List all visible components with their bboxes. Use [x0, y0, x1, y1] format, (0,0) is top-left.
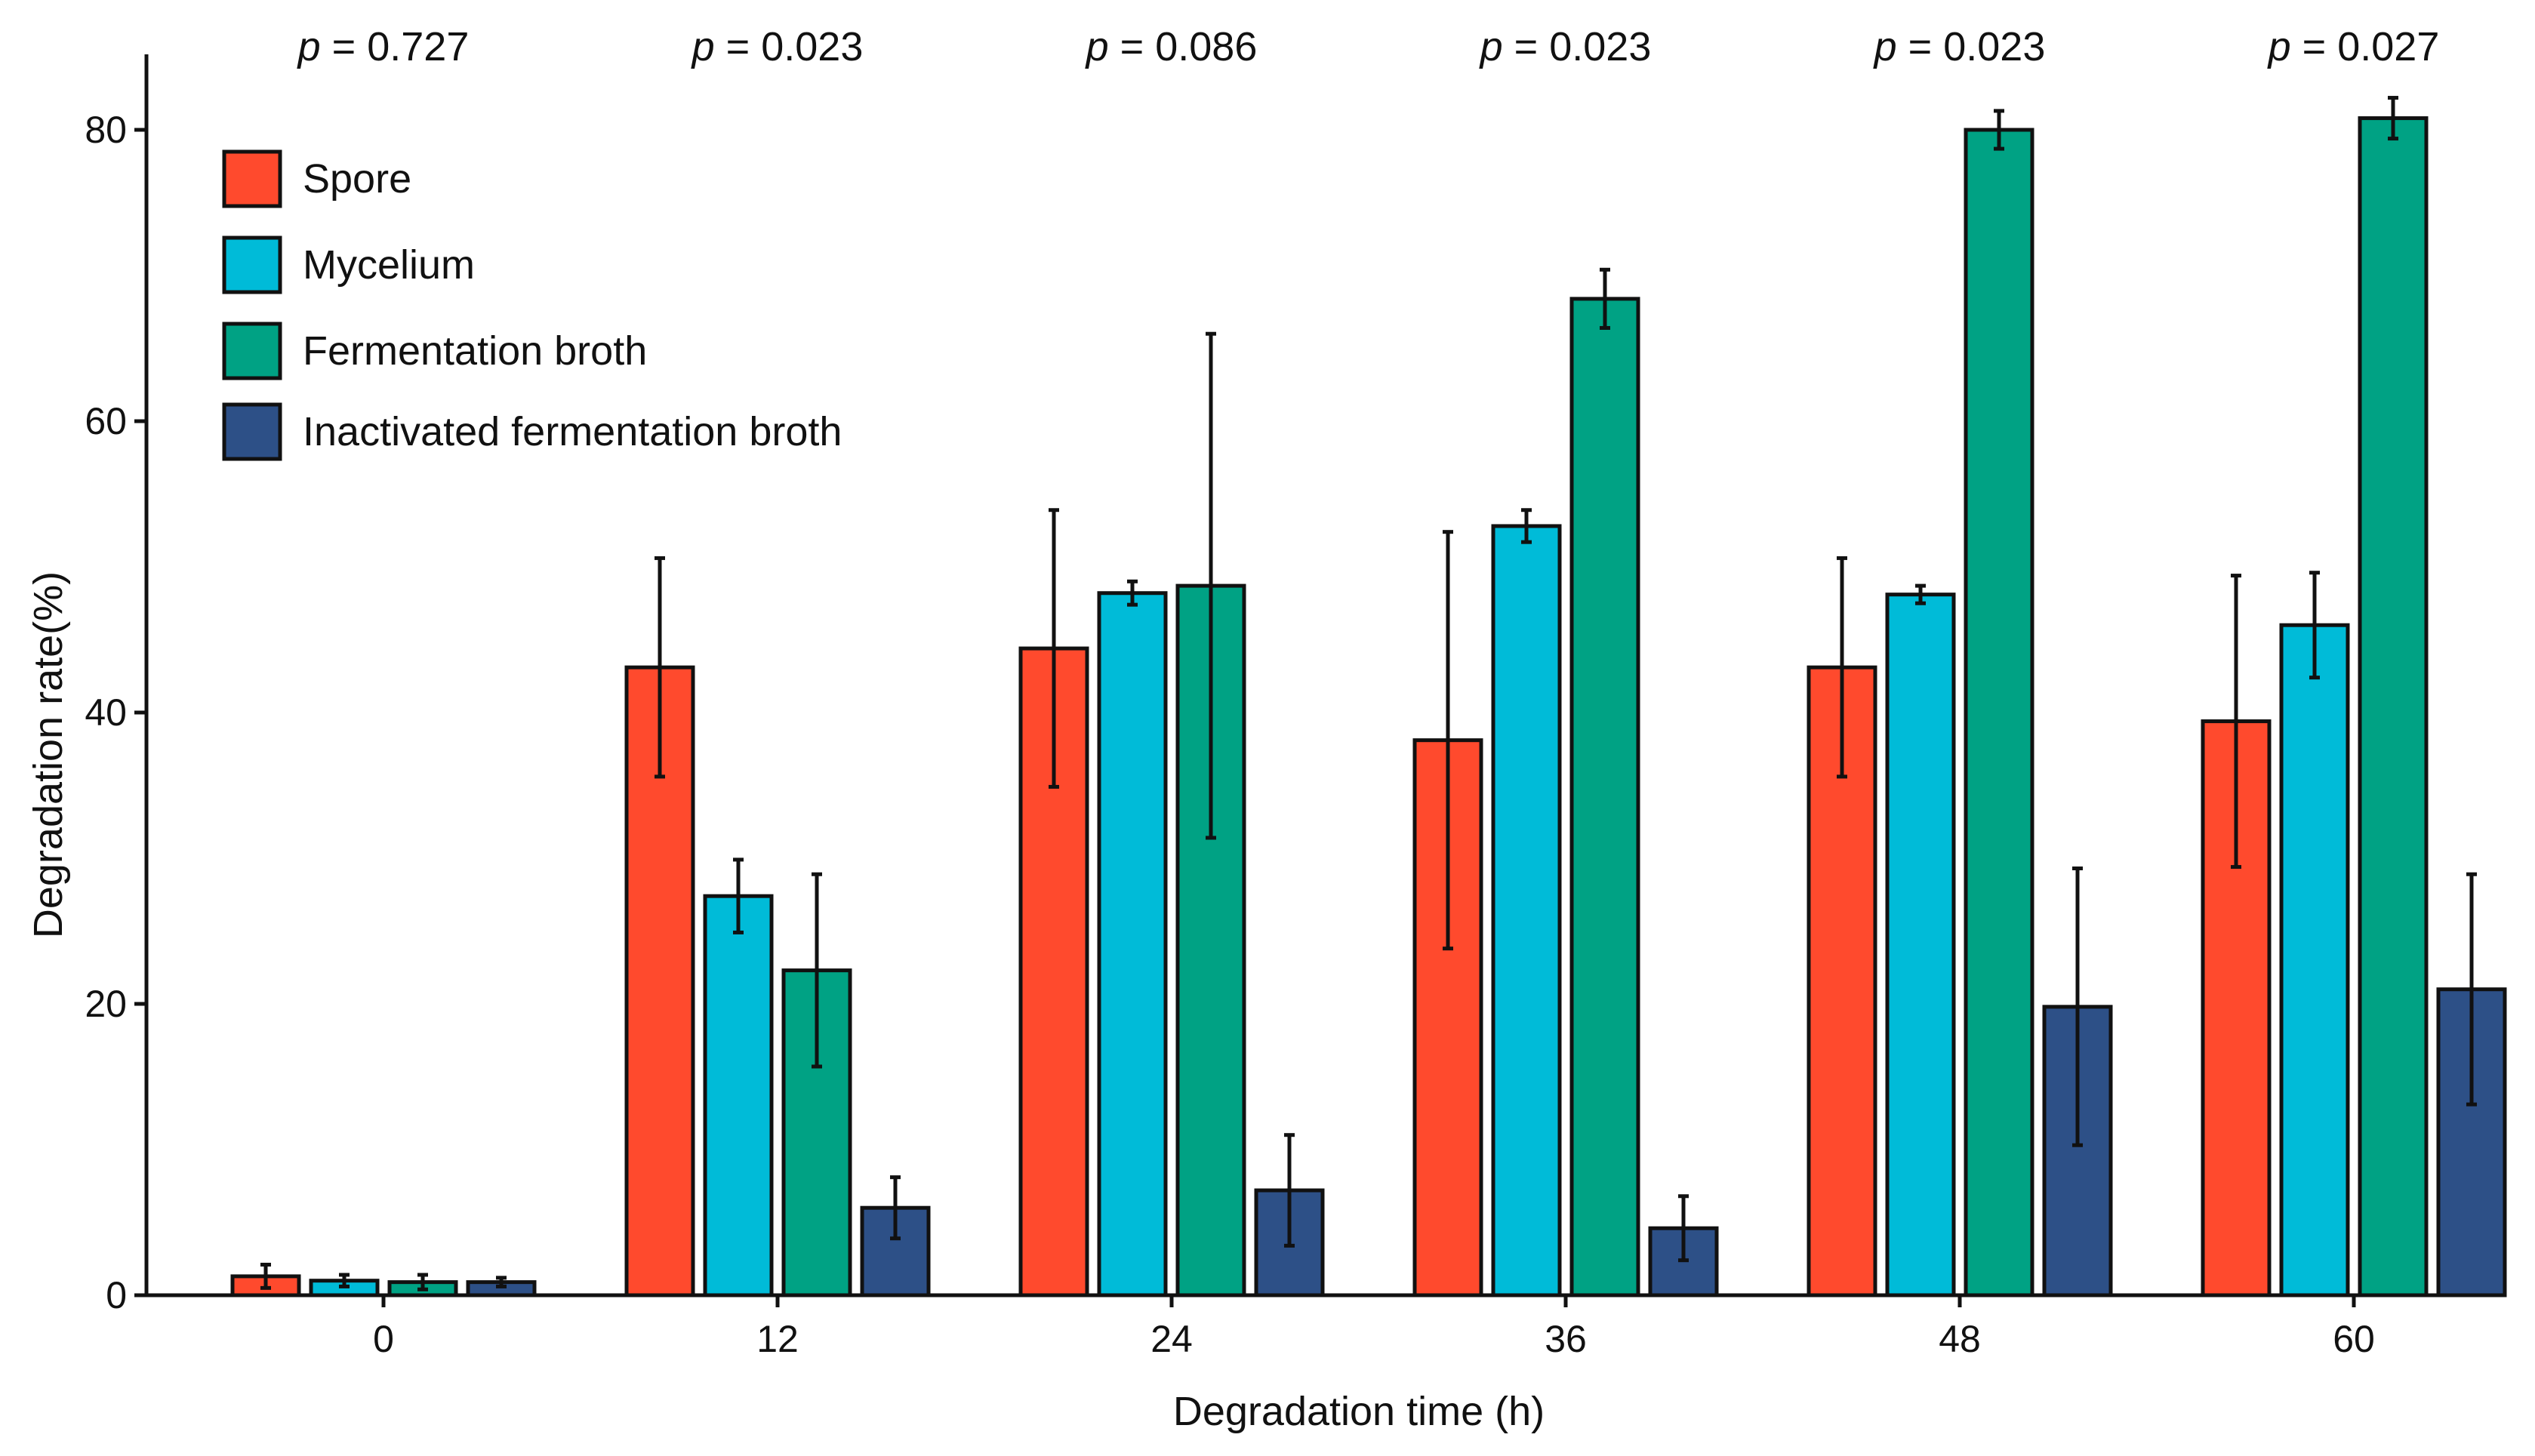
legend-label-spore: Spore	[303, 156, 411, 202]
bar-spore-36	[1412, 738, 1483, 1297]
error-bar-mycelium-24	[1127, 579, 1138, 607]
y-axis-title: Degradation rate(%)	[26, 571, 71, 938]
p-value-label-0: p = 0.727	[297, 24, 470, 69]
bar-fermentation-broth-60	[2358, 116, 2429, 1297]
error-bar-inactivated-fermentation-broth-36	[1678, 1194, 1689, 1263]
x-tick-label-36: 36	[1545, 1318, 1587, 1360]
y-tick-label-60: 60	[85, 400, 127, 442]
error-bar-spore-12	[655, 556, 665, 779]
x-tick-label-60: 60	[2333, 1318, 2375, 1360]
bar-mycelium-36	[1491, 524, 1562, 1297]
legend-item-fermentation-broth: Fermentation broth	[222, 322, 647, 380]
legend-item-mycelium: Mycelium	[222, 235, 475, 294]
p-value-label-24: p = 0.086	[1085, 24, 1258, 69]
x-tick-label-48: 48	[1939, 1318, 1981, 1360]
error-bar-mycelium-60	[2309, 571, 2320, 680]
error-bar-spore-36	[1443, 530, 1453, 951]
bar-mycelium-12	[703, 894, 774, 1297]
x-axis-title: Degradation time (h)	[1173, 1389, 1545, 1434]
error-bar-mycelium-48	[1915, 583, 1926, 605]
legend-swatch-inactivated-fermentation-broth	[222, 402, 282, 461]
p-values-layer: p = 0.727 p = 0.023 p = 0.086 p = 0.023 p = …	[297, 24, 2440, 69]
error-bar-spore-48	[1837, 556, 1847, 779]
y-tick-label-20: 20	[85, 983, 127, 1025]
error-bar-inactivated-fermentation-broth-48	[2072, 867, 2083, 1147]
error-bar-fermentation-broth-48	[1994, 109, 2004, 151]
axes-layer: 0 20 40 60 80 0 12 24 36 48 60	[85, 54, 2503, 1360]
legend-item-spore: Spore	[222, 149, 411, 208]
error-bar-mycelium-0	[339, 1273, 350, 1288]
x-tick-label-12: 12	[756, 1318, 799, 1360]
error-bar-fermentation-broth-0	[417, 1273, 428, 1291]
x-tick-label-24: 24	[1150, 1318, 1193, 1360]
bar-fermentation-broth-36	[1569, 297, 1640, 1297]
p-value-label-48: p = 0.023	[1873, 24, 2046, 69]
bar-mycelium-60	[2279, 623, 2350, 1297]
legend-label-fermentation-broth: Fermentation broth	[303, 328, 647, 374]
error-bar-spore-0	[260, 1262, 271, 1290]
legend-label-mycelium: Mycelium	[303, 242, 475, 288]
legend-label-inactivated-fermentation-broth: Inactivated fermentation broth	[303, 409, 842, 454]
legend-swatch-mycelium	[222, 235, 282, 294]
error-bar-fermentation-broth-60	[2388, 96, 2398, 141]
legend-swatch-spore	[222, 149, 282, 208]
error-bars-layer	[260, 96, 2477, 1291]
bar-inactivated-fermentation-broth-48	[2042, 1005, 2113, 1297]
error-bar-spore-60	[2231, 574, 2241, 870]
error-bar-mycelium-36	[1521, 508, 1532, 544]
y-tick-label-0: 0	[106, 1274, 127, 1316]
y-tick-label-80: 80	[85, 109, 127, 151]
error-bar-inactivated-fermentation-broth-60	[2466, 872, 2477, 1107]
error-bar-inactivated-fermentation-broth-24	[1284, 1133, 1295, 1248]
error-bar-fermentation-broth-24	[1206, 331, 1216, 840]
bar-fermentation-broth-48	[1964, 128, 2034, 1297]
bar-mycelium-24	[1097, 591, 1168, 1297]
legend-item-inactivated-fermentation-broth: Inactivated fermentation broth	[222, 402, 842, 461]
legend-swatch-fermentation-broth	[222, 322, 282, 380]
error-bar-fermentation-broth-12	[812, 872, 822, 1069]
error-bar-fermentation-broth-36	[1600, 267, 1610, 330]
p-value-label-60: p = 0.027	[2267, 24, 2440, 69]
error-bar-inactivated-fermentation-broth-12	[890, 1175, 901, 1241]
p-value-label-12: p = 0.023	[691, 24, 864, 69]
y-tick-label-40: 40	[85, 691, 127, 734]
legend: Spore Mycelium Fermentation broth Inactivat…	[222, 149, 842, 461]
bar-mycelium-48	[1885, 593, 1956, 1297]
error-bar-mycelium-12	[733, 857, 744, 934]
error-bar-inactivated-fermentation-broth-0	[496, 1276, 507, 1288]
x-tick-label-0: 0	[373, 1318, 394, 1360]
error-bar-spore-24	[1049, 508, 1059, 789]
p-value-label-36: p = 0.023	[1479, 24, 1652, 69]
bars-layer	[230, 116, 2507, 1297]
